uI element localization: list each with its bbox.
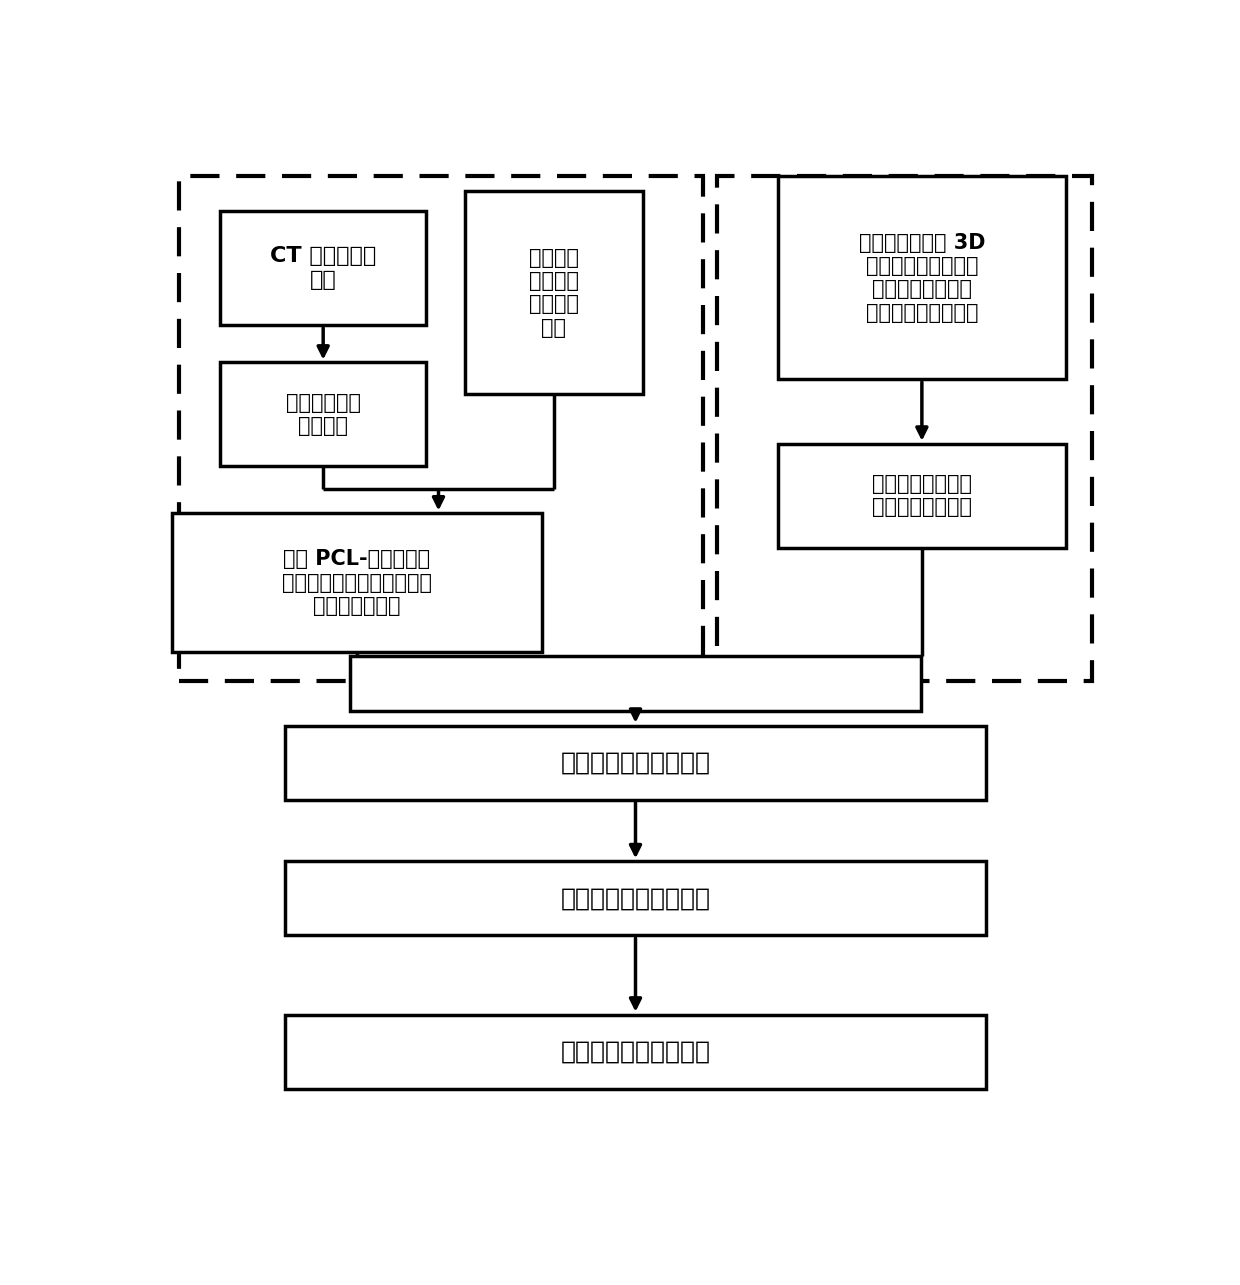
FancyBboxPatch shape (172, 514, 542, 651)
Text: CT 扫描骨缺损
部位: CT 扫描骨缺损 部位 (270, 247, 376, 289)
Text: 设计 PCL-锂离子支架
（支架锂离子释放、外形、
微结构、成分）: 设计 PCL-锂离子支架 （支架锂离子释放、外形、 微结构、成分） (281, 550, 432, 616)
FancyBboxPatch shape (285, 726, 986, 799)
Text: 支架降解、骨组织长入: 支架降解、骨组织长入 (560, 887, 711, 910)
Text: 根据病情选择使用
支架的大小与数量: 根据病情选择使用 支架的大小与数量 (872, 474, 972, 517)
FancyBboxPatch shape (350, 657, 921, 711)
Text: 最终实现骨缺损的修复: 最终实现骨缺损的修复 (560, 1040, 711, 1064)
FancyBboxPatch shape (465, 191, 642, 394)
FancyBboxPatch shape (285, 1015, 986, 1088)
Text: 制作若干通用化 3D
打印支架（固定的力
学强度、规则的外
形、微结构、成分）: 制作若干通用化 3D 打印支架（固定的力 学强度、规则的外 形、微结构、成分） (858, 233, 985, 323)
FancyBboxPatch shape (285, 861, 986, 935)
Text: 支架置入后促进骨生长: 支架置入后促进骨生长 (560, 750, 711, 775)
FancyBboxPatch shape (777, 443, 1066, 547)
FancyBboxPatch shape (219, 211, 427, 325)
FancyBboxPatch shape (219, 362, 427, 466)
FancyBboxPatch shape (777, 176, 1066, 379)
Text: 软件设计所需
支架形状: 软件设计所需 支架形状 (285, 393, 361, 436)
Text: 综合评价
骨缺损的
病情严重
程度: 综合评价 骨缺损的 病情严重 程度 (528, 248, 579, 338)
